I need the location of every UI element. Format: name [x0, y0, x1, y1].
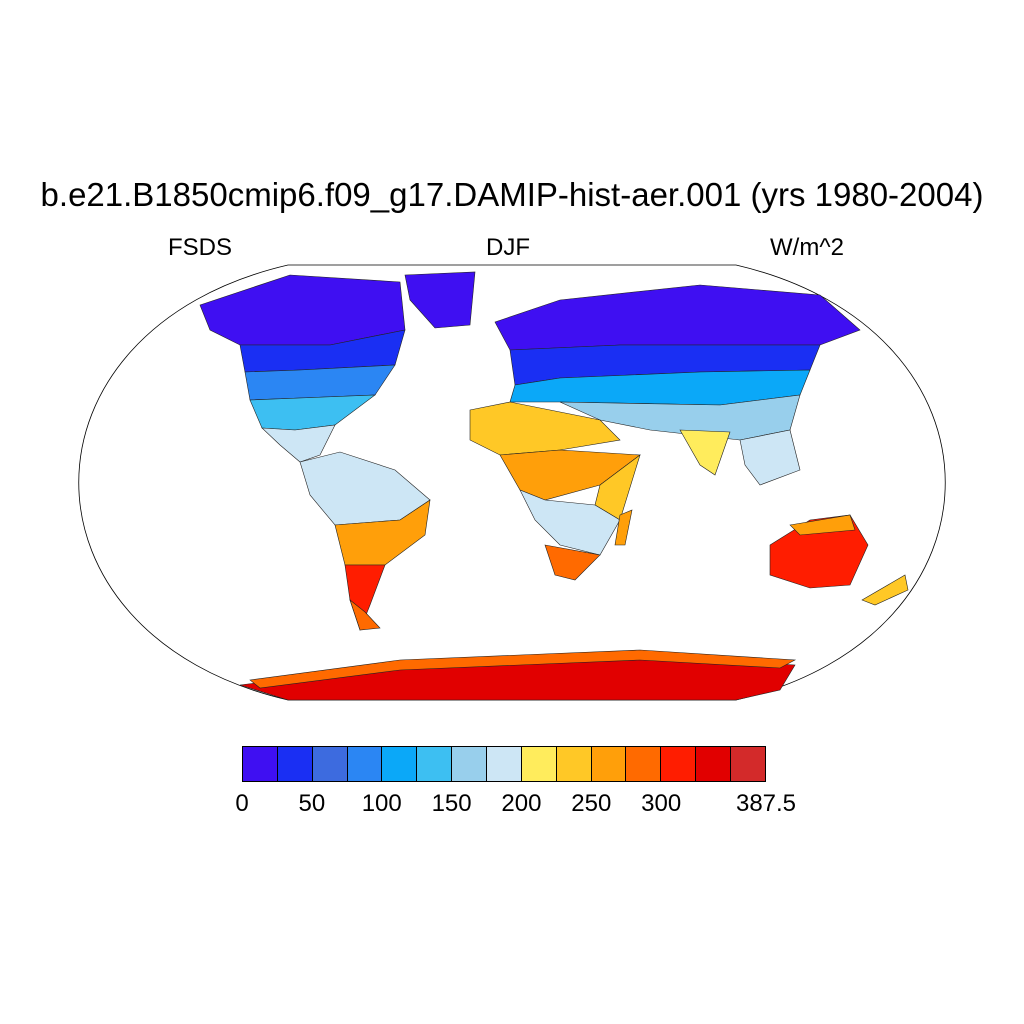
plot-title: b.e21.B1850cmip6.f09_g17.DAMIP-hist-aer.…: [40, 176, 984, 213]
units-label: W/m^2: [770, 234, 844, 261]
colorbar-tick-label: 150: [431, 790, 472, 817]
colorbar-box: [731, 747, 765, 781]
colorbar-box: [277, 747, 313, 781]
colorbar-box: [312, 747, 348, 781]
australia-north: [789, 514, 856, 536]
colorbar-box: [696, 747, 732, 781]
colorbar-box: [382, 747, 418, 781]
colorbar-tick-label: 50: [298, 790, 326, 817]
greenland: [404, 271, 476, 329]
colorbar-box: [243, 747, 278, 781]
africa-south-mid: [519, 489, 621, 556]
colorbar-tick-label: 250: [571, 790, 612, 817]
mexico-central-america: [261, 424, 336, 463]
colorbar: [242, 746, 766, 782]
colorbar-tick-label: 300: [641, 790, 682, 817]
new-zealand: [861, 574, 909, 606]
colorbar-tick-label: 0: [235, 790, 249, 817]
south-america-tip: [349, 599, 381, 631]
madagascar: [614, 509, 633, 546]
colorbar-box: [347, 747, 383, 781]
southeast-asia: [739, 429, 801, 486]
season-label: DJF: [486, 234, 530, 261]
india: [679, 429, 731, 476]
colorbar-box: [452, 747, 488, 781]
colorbar-box: [626, 747, 662, 781]
colorbar-labels: 0 50 100 150 200 250 300 387.5: [0, 790, 1024, 822]
colorbar-box: [591, 747, 627, 781]
variable-label: FSDS: [168, 234, 233, 261]
land-masses: [199, 271, 909, 701]
colorbar-box: [556, 747, 592, 781]
colorbar-box: [417, 747, 453, 781]
colorbar-tick-label: 387.5: [735, 790, 797, 817]
africa-north: [469, 401, 621, 456]
colorbar-box: [521, 747, 557, 781]
colorbar-tick-label: 200: [501, 790, 542, 817]
colorbar-tick-label: 100: [361, 790, 402, 817]
colorbar-box: [661, 747, 697, 781]
colorbar-box: [487, 747, 522, 781]
africa-south: [544, 544, 601, 581]
australia: [769, 514, 869, 589]
antarctica-coast: [249, 649, 797, 689]
